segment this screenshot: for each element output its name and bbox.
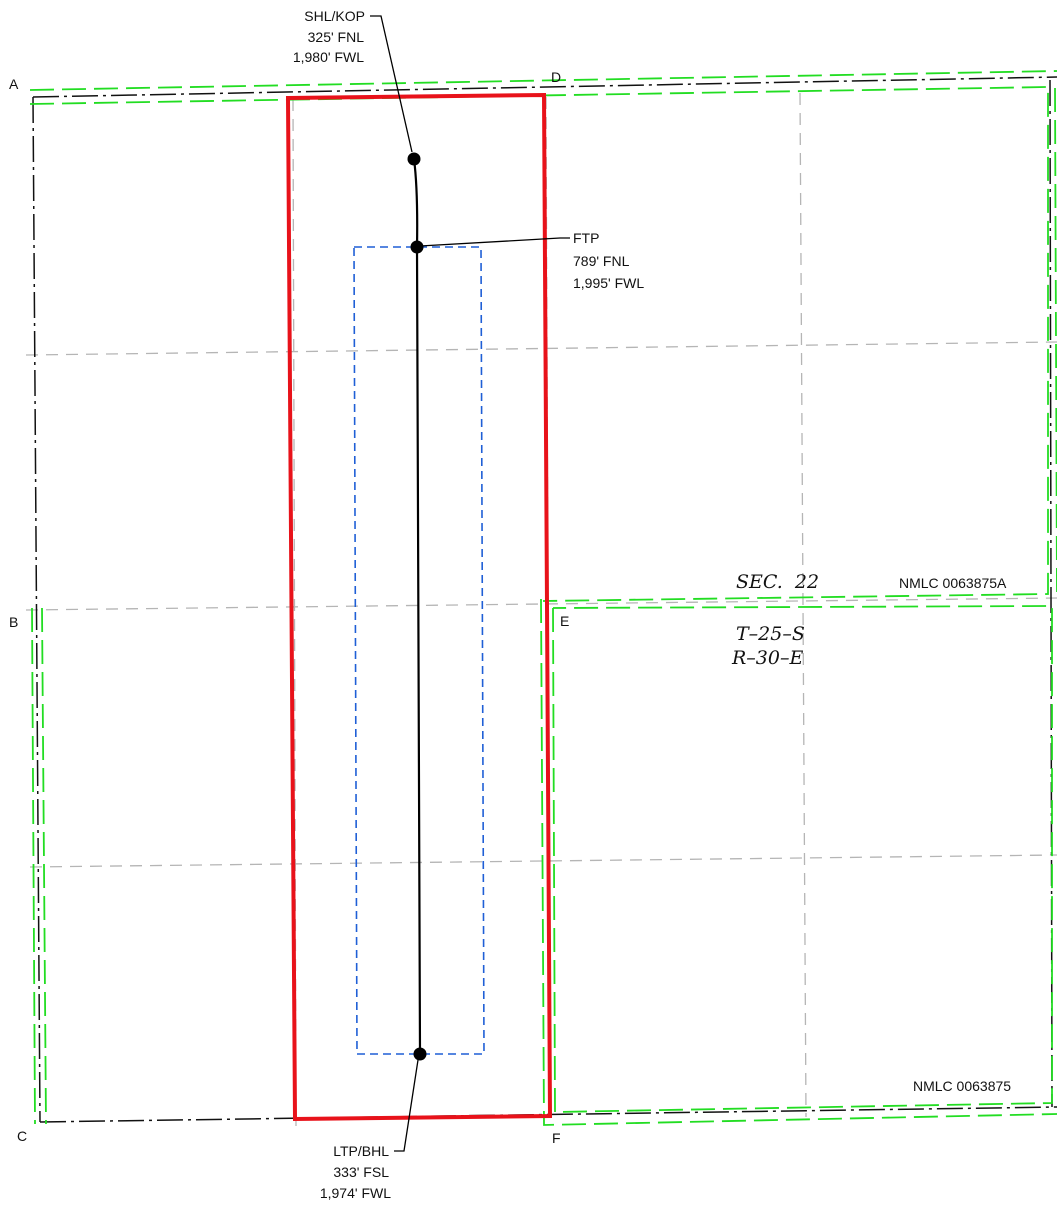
- ftp-title: FTP: [573, 230, 599, 246]
- wellbore-path: [412, 158, 422, 1055]
- ftp-fnl: 789' FNL: [573, 253, 630, 269]
- grid-line-h1: [25, 341, 1057, 356]
- corner-f-label: F: [552, 1130, 561, 1146]
- grid-line-h3: [29, 854, 1057, 868]
- corner-a-label: A: [9, 76, 19, 92]
- lease-south-boundary: [540, 598, 1057, 1126]
- corner-b-label: B: [9, 614, 18, 630]
- ltp-leader: [394, 1059, 419, 1152]
- ltp-bhl-callout: LTP/BHL 333' FSL 1,974' FWL: [320, 1143, 391, 1201]
- grid-line-h2: [25, 597, 1057, 611]
- lease-west-boundary: [31, 607, 47, 1125]
- section-line-east: [1049, 79, 1053, 1108]
- section-line-west: [32, 96, 41, 1123]
- corner-c-label: C: [17, 1128, 27, 1144]
- grid-line-v3: [292, 98, 297, 1127]
- ftp-callout: FTP 789' FNL 1,995' FWL: [573, 230, 644, 291]
- township-label: T–25–S: [736, 623, 805, 645]
- shl-kop-title: SHL/KOP: [304, 8, 365, 24]
- ltp-bhl-point: [413, 1047, 427, 1061]
- ftp-fwl: 1,995' FWL: [573, 275, 644, 291]
- corner-d-label: D: [551, 69, 561, 85]
- setback-boundary: [353, 246, 485, 1055]
- shl-kop-point: [407, 152, 421, 166]
- shl-kop-callout: SHL/KOP 325' FNL 1,980' FWL: [293, 8, 365, 65]
- shl-kop-fwl: 1,980' FWL: [293, 49, 364, 65]
- lease-label-south: NMLC 0063875: [913, 1078, 1011, 1094]
- section-line-north: [32, 76, 1057, 98]
- ltp-bhl-title: LTP/BHL: [333, 1143, 389, 1159]
- section-label: SEC. 22: [736, 571, 819, 593]
- lease-boundaries: [29, 70, 1057, 1126]
- corner-e-label: E: [560, 613, 569, 629]
- range-label: R–30–E: [731, 647, 803, 669]
- ftp-leader: [419, 237, 570, 247]
- shl-leader: [370, 15, 413, 153]
- shl-kop-fnl: 325' FNL: [308, 29, 365, 45]
- ftp-point: [410, 240, 424, 254]
- leader-lines: [370, 15, 570, 1152]
- grid-line-v2: [799, 92, 807, 1118]
- lease-label-north: NMLC 0063875A: [899, 575, 1007, 591]
- ltp-bhl-fwl: 1,974' FWL: [320, 1185, 391, 1201]
- spacing-unit-boundary: [285, 92, 553, 1122]
- ltp-bhl-fsl: 333' FSL: [333, 1164, 389, 1180]
